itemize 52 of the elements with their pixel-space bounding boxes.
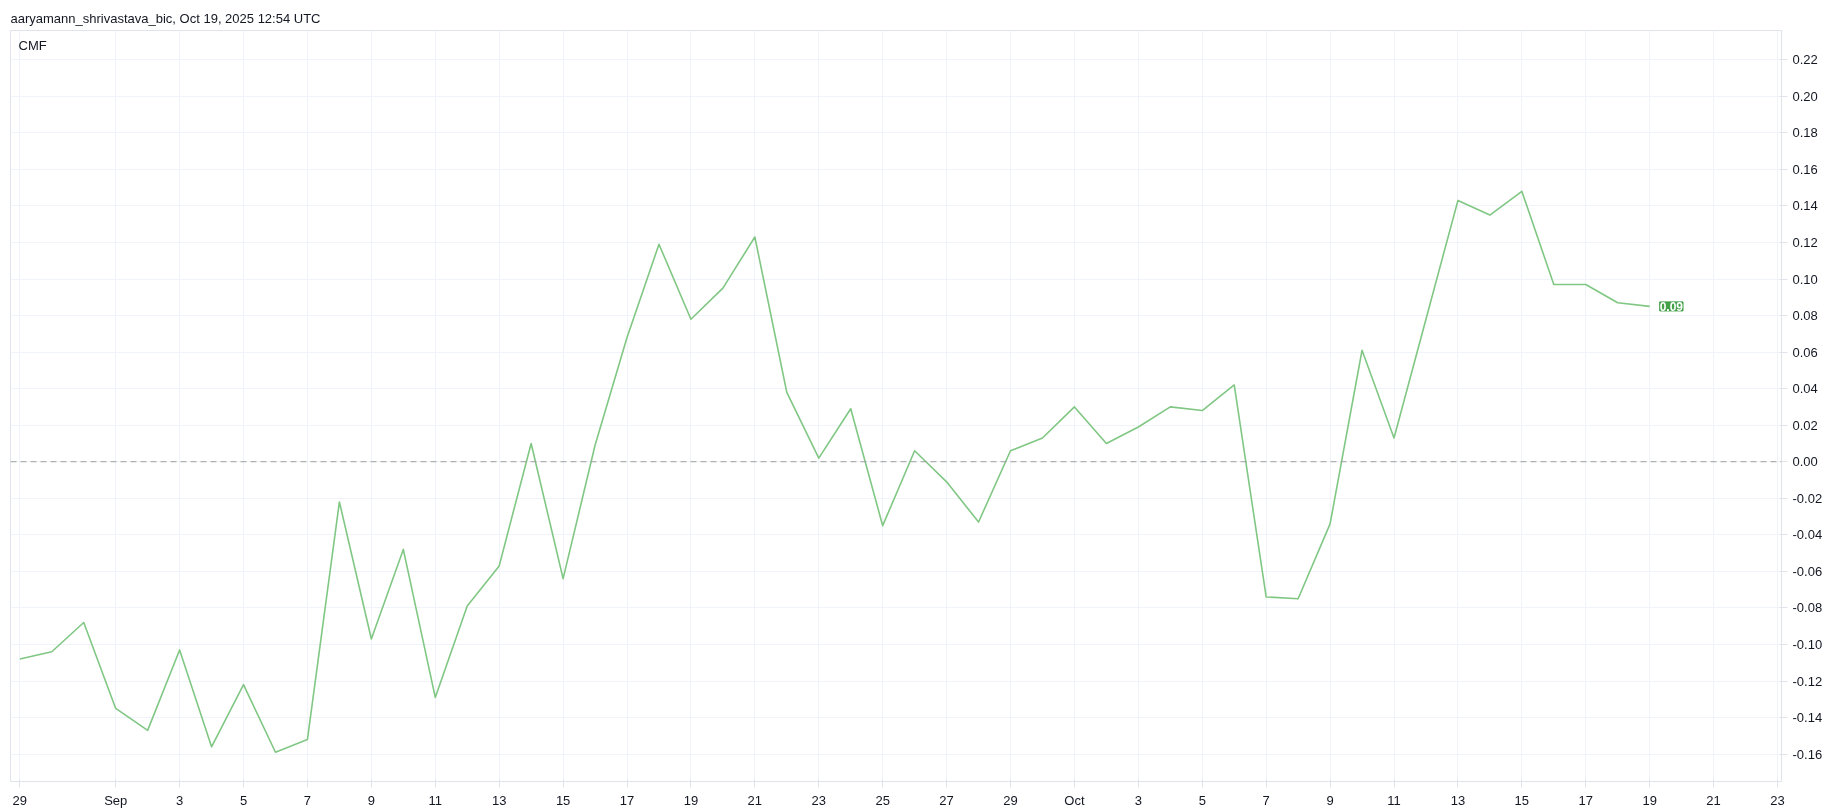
x-tick-label: 15 bbox=[555, 792, 571, 808]
x-tick-label: 3 bbox=[1134, 792, 1142, 808]
y-tick-label: 0.22 bbox=[1792, 52, 1818, 68]
x-tick-label: 21 bbox=[1706, 792, 1721, 808]
y-tick-label: -0.06 bbox=[1792, 563, 1823, 579]
y-tick-label: -0.04 bbox=[1792, 527, 1823, 543]
y-tick-label: -0.12 bbox=[1792, 673, 1823, 689]
x-tick-label: 7 bbox=[1262, 792, 1270, 808]
y-tick-label: 0.12 bbox=[1792, 234, 1818, 250]
x-tick-label: 23 bbox=[811, 792, 827, 808]
x-tick-label: 5 bbox=[1198, 792, 1206, 808]
x-tick-label: Oct bbox=[1064, 792, 1085, 808]
x-tick-label: Sep bbox=[104, 792, 128, 808]
x-tick-label: 23 bbox=[1770, 792, 1785, 808]
y-tick-label: 0.16 bbox=[1792, 161, 1818, 177]
y-tick-label: 0.02 bbox=[1792, 417, 1818, 433]
text: CMF bbox=[18, 37, 47, 53]
y-tick-label: 0.18 bbox=[1792, 125, 1818, 141]
x-tick-label: 13 bbox=[491, 792, 507, 808]
x-tick-label: 11 bbox=[428, 792, 443, 808]
line-series bbox=[19, 190, 1651, 754]
y-tick-label: 0.00 bbox=[1792, 454, 1818, 470]
x-tick-label: 7 bbox=[303, 792, 312, 808]
y-tick-label: -0.08 bbox=[1792, 600, 1823, 616]
x-tick-label: 25 bbox=[875, 792, 890, 808]
x-tick-label: 3 bbox=[176, 792, 184, 808]
y-tick-label: -0.16 bbox=[1792, 746, 1823, 762]
x-tick-label: 27 bbox=[939, 792, 954, 808]
x-tick-label: 17 bbox=[619, 792, 635, 808]
chart-title: aaryamann_shrivastava_bic, Oct 19, 2025 12:54 UTC bbox=[10, 10, 321, 26]
x-tick-label: 21 bbox=[747, 792, 763, 808]
y-tick-label: -0.02 bbox=[1792, 490, 1823, 506]
x-tick-label: 15 bbox=[1514, 792, 1530, 808]
y-tick-label: 0.06 bbox=[1792, 344, 1818, 360]
x-tick-label: 19 bbox=[683, 792, 699, 808]
x-tick-label: 17 bbox=[1578, 792, 1593, 808]
y-tick-label: -0.14 bbox=[1792, 710, 1823, 726]
x-tick-label: 13 bbox=[1450, 792, 1466, 808]
x-tick-label: 9 bbox=[367, 792, 375, 808]
y-tick-label: -0.10 bbox=[1792, 636, 1823, 652]
y-tick-label: 0.20 bbox=[1792, 88, 1818, 104]
x-tick-label: 29 bbox=[12, 792, 28, 808]
y-tick-label: 0.14 bbox=[1792, 198, 1818, 214]
data-label: 0.09 bbox=[1659, 299, 1684, 314]
y-tick-label: 0.04 bbox=[1792, 381, 1818, 397]
x-tick-label: 11 bbox=[1387, 792, 1401, 808]
x-tick-label: 5 bbox=[239, 792, 248, 808]
x-tick-label: 29 bbox=[1003, 792, 1018, 808]
x-tick-label: 19 bbox=[1642, 792, 1657, 808]
y-tick-label: 0.10 bbox=[1792, 271, 1818, 287]
y-tick-label: 0.08 bbox=[1792, 308, 1818, 324]
x-tick-label: 9 bbox=[1326, 792, 1334, 808]
